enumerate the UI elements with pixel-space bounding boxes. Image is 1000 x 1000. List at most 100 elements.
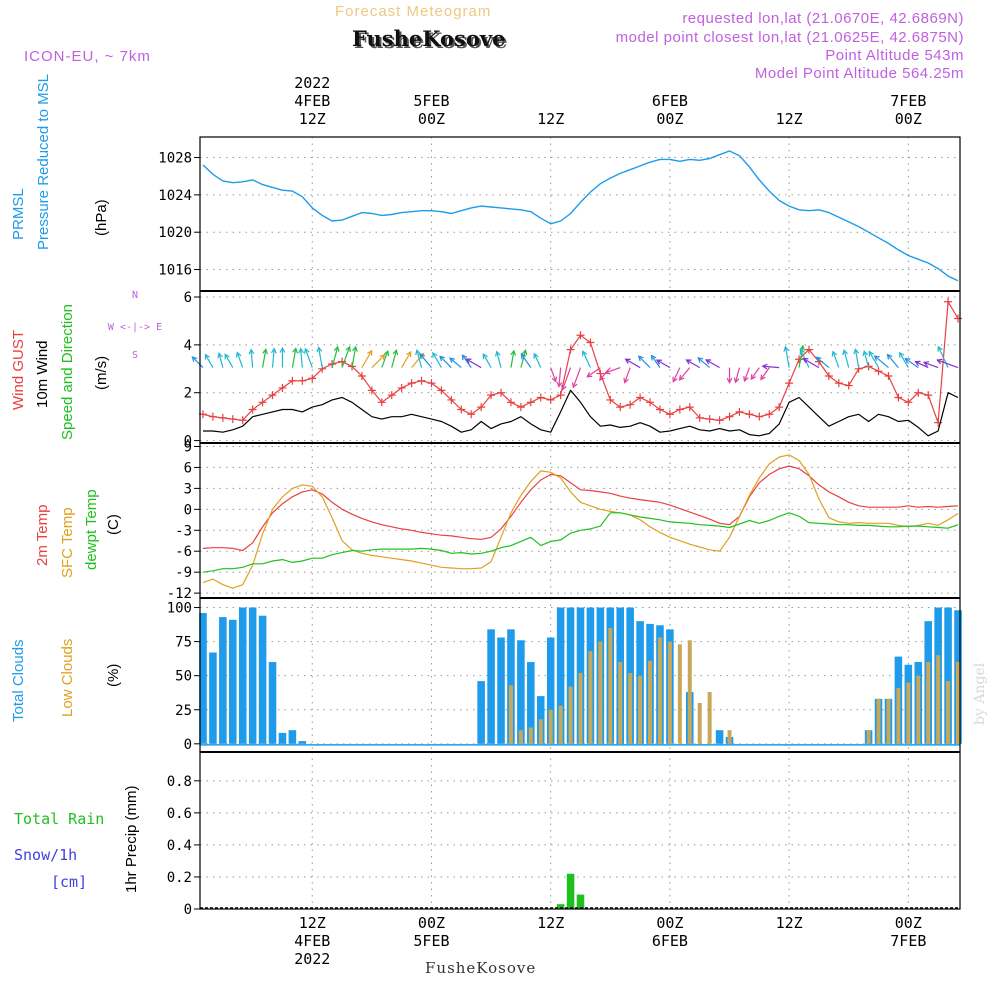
wind-arrow-shaft bbox=[391, 350, 397, 368]
low-cloud-bar bbox=[508, 685, 513, 744]
wind-arrow-head bbox=[672, 376, 678, 383]
total-clouds-label: Total Clouds bbox=[10, 639, 27, 722]
gust-label: Wind GUST bbox=[10, 330, 27, 410]
wind-arrow bbox=[204, 353, 214, 368]
wind-arrow bbox=[760, 367, 770, 381]
time-label-top: 4FEB bbox=[294, 92, 330, 110]
wind-arrow bbox=[381, 349, 390, 368]
wind-arrow bbox=[936, 358, 959, 369]
wind-arrow-shaft bbox=[204, 354, 214, 368]
time-label-bottom: 6FEB bbox=[652, 932, 688, 950]
gust-marker bbox=[675, 405, 684, 414]
wind-arrow bbox=[482, 353, 492, 368]
temp-ytick-label: -9 bbox=[175, 565, 192, 581]
wind-arrow bbox=[743, 367, 750, 383]
wind-arrow-head bbox=[406, 350, 412, 358]
gust-marker bbox=[397, 383, 406, 392]
wind-arrow bbox=[623, 367, 631, 384]
pressure-labels: PRMSL Pressure Reduced to MSL (hPa) bbox=[10, 74, 110, 250]
wind-arrow-head bbox=[581, 350, 588, 357]
wind-arrow-shaft bbox=[937, 346, 949, 368]
gust-marker bbox=[437, 386, 446, 395]
wind-arrow bbox=[279, 346, 286, 368]
wind-arrow-head bbox=[352, 345, 358, 352]
wind-arrow-head bbox=[367, 349, 373, 356]
wind-arrow bbox=[361, 349, 373, 368]
wind-arrow-shaft bbox=[874, 355, 889, 369]
wind-arrow-head bbox=[224, 353, 230, 360]
low-cloud-bar bbox=[578, 672, 583, 744]
wind-arrow bbox=[914, 360, 929, 369]
wind-arrow-shaft bbox=[416, 350, 423, 368]
cloud-ytick-label: 100 bbox=[167, 601, 192, 617]
wind-arrow-shaft bbox=[843, 350, 850, 368]
gust-marker bbox=[695, 413, 704, 422]
rain-label: Total Rain bbox=[14, 810, 104, 828]
temp-unit: (C) bbox=[105, 514, 122, 535]
temp-frame bbox=[199, 442, 961, 599]
wind-arrow bbox=[224, 353, 234, 368]
wind-arrow-shaft bbox=[832, 351, 840, 368]
wind-arrow bbox=[556, 367, 563, 388]
wind-arrow-head bbox=[868, 350, 874, 357]
gust-marker bbox=[407, 379, 416, 388]
wind-arrow-head bbox=[379, 353, 386, 360]
total-cloud-bar bbox=[566, 607, 575, 744]
low-cloud-bar bbox=[936, 655, 941, 744]
credit-watermark: by Angel bbox=[972, 662, 988, 725]
frames-layer bbox=[199, 136, 961, 910]
wind-arrow-shaft bbox=[300, 348, 303, 368]
gust-marker bbox=[467, 410, 476, 419]
wind-arrow-head bbox=[697, 357, 704, 363]
gust-marker bbox=[258, 398, 267, 407]
wind-ytick-label: 6 bbox=[184, 290, 192, 306]
wind-arrow-shaft bbox=[291, 348, 297, 368]
time-label-bottom: 2022 bbox=[294, 950, 330, 968]
temp-ytick-label: 9 bbox=[184, 439, 192, 455]
wind-arrow-shaft bbox=[605, 367, 621, 374]
precip-labels: Total Rain Snow/1h [cm] 1hr Precip (mm) bbox=[14, 785, 140, 893]
gust-marker bbox=[636, 393, 645, 402]
wind-arrow-shaft bbox=[899, 352, 909, 368]
wind-arrow-shaft bbox=[572, 367, 582, 388]
wind-arrow-shaft bbox=[271, 348, 275, 368]
product-label: Forecast Meteogram bbox=[335, 3, 491, 20]
time-label-bottom: 12Z bbox=[299, 914, 326, 932]
wind-arrow-head bbox=[217, 352, 223, 359]
low-clouds-label: Low Clouds bbox=[59, 639, 76, 717]
gust-marker bbox=[844, 381, 853, 390]
wind-arrow-shaft bbox=[638, 355, 651, 369]
wind-arrow-head bbox=[623, 377, 629, 384]
wind-arrow-head bbox=[922, 361, 930, 367]
wind-arrow-head bbox=[298, 347, 304, 354]
wind-arrow-shaft bbox=[863, 351, 870, 368]
wind-arrow-shaft bbox=[318, 347, 323, 368]
time-label-bottom: 00Z bbox=[656, 914, 683, 932]
wind-arrow bbox=[705, 359, 720, 369]
gust-marker bbox=[477, 403, 486, 412]
gust-marker bbox=[298, 376, 307, 385]
gust-marker bbox=[785, 379, 794, 388]
low-cloud-bar bbox=[876, 698, 881, 744]
wind-arrow-shaft bbox=[561, 367, 572, 390]
wind-arrow bbox=[624, 358, 641, 369]
wind-arrow-head bbox=[533, 352, 539, 359]
wind-arrow bbox=[571, 367, 582, 389]
gust-marker bbox=[944, 297, 953, 306]
wind-arrow-head bbox=[685, 359, 692, 365]
wind-arrow bbox=[586, 367, 601, 378]
wind-arrow bbox=[922, 361, 939, 369]
wind-arrow bbox=[783, 345, 790, 368]
time-label-bottom: 7FEB bbox=[890, 932, 926, 950]
wind-arrow bbox=[341, 345, 351, 368]
low-cloud-bar bbox=[648, 660, 653, 744]
dewpt-label: dewpt Temp bbox=[83, 489, 100, 570]
wind-arrow-head bbox=[520, 353, 527, 360]
gust-marker bbox=[894, 393, 903, 402]
low-cloud-bar bbox=[687, 640, 692, 744]
wind-arrow-shaft bbox=[261, 349, 267, 368]
wind-arrow-head bbox=[899, 351, 905, 358]
wind-arrow-head bbox=[482, 353, 488, 360]
wind-arrow bbox=[904, 357, 919, 369]
temp-ytick-label: 6 bbox=[184, 460, 192, 476]
